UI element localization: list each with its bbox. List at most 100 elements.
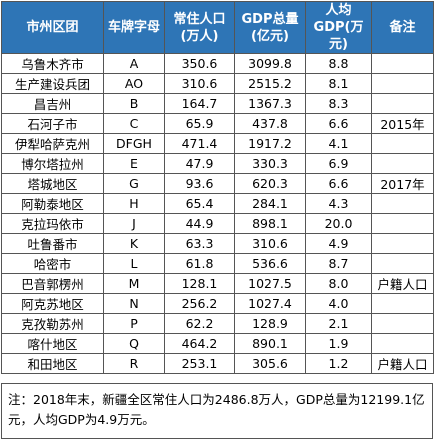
table-row: 克孜勒苏州 P 62.2 128.9 2.1 (1, 313, 434, 334)
cell-city: 乌鲁木齐市 (1, 53, 104, 74)
cell-gdp-per-capita: 4.3 (305, 193, 372, 214)
cell-gdp-per-capita: 8.7 (305, 253, 372, 274)
cell-plate: L (103, 253, 165, 274)
cell-gdp-per-capita: 8.0 (305, 273, 372, 294)
cell-plate: DFGH (103, 133, 165, 154)
cell-population: 350.6 (164, 53, 235, 74)
table-row: 博尔塔拉州 E 47.9 330.3 6.9 (1, 153, 434, 174)
cell-gdp-per-capita: 1.9 (305, 333, 372, 354)
cell-population: 63.3 (164, 233, 235, 254)
cell-plate: B (103, 93, 165, 114)
cell-remark (371, 93, 434, 114)
cell-plate: AO (103, 73, 165, 94)
cell-population: 47.9 (164, 153, 235, 174)
cell-plate: A (103, 53, 165, 74)
cell-remark (371, 213, 434, 234)
cell-remark: 户籍人口 (371, 273, 434, 294)
cell-population: 65.9 (164, 113, 235, 134)
cell-remark (371, 253, 434, 274)
cell-plate: H (103, 193, 165, 214)
header-population: 常住人口(万人) (164, 1, 235, 54)
cell-gdp-total: 1917.2 (234, 133, 306, 154)
cell-population: 93.6 (164, 173, 235, 194)
cell-city: 塔城地区 (1, 173, 104, 194)
cell-gdp-total: 620.3 (234, 173, 306, 194)
cell-population: 61.8 (164, 253, 235, 274)
header-gdp-total: GDP总量(亿元) (234, 1, 306, 54)
table-row: 巴音郭楞州 M 128.1 1027.5 8.0 户籍人口 (1, 273, 434, 294)
cell-population: 65.4 (164, 193, 235, 214)
cell-population: 464.2 (164, 333, 235, 354)
table-row: 生产建设兵团 AO 310.6 2515.2 8.1 (1, 73, 434, 94)
cell-remark (371, 193, 434, 214)
cell-city: 生产建设兵团 (1, 73, 104, 94)
cell-city: 伊犁哈萨克州 (1, 133, 104, 154)
header-remark: 备注 (371, 1, 434, 54)
cell-gdp-total: 330.3 (234, 153, 306, 174)
cell-gdp-per-capita: 6.6 (305, 113, 372, 134)
cell-remark (371, 293, 434, 314)
cell-plate: M (103, 273, 165, 294)
cell-gdp-total: 898.1 (234, 213, 306, 234)
cell-gdp-total: 890.1 (234, 333, 306, 354)
cell-plate: J (103, 213, 165, 234)
cell-gdp-total: 536.6 (234, 253, 306, 274)
cell-gdp-per-capita: 4.9 (305, 233, 372, 254)
cell-remark (371, 313, 434, 334)
cell-population: 471.4 (164, 133, 235, 154)
cell-remark (371, 73, 434, 94)
cell-population: 253.1 (164, 353, 235, 374)
cell-city: 阿勒泰地区 (1, 193, 104, 214)
cell-plate: G (103, 173, 165, 194)
footnote: 注：2018年末，新疆全区常住人口为2486.8万人，GDP总量为12199.1… (1, 383, 433, 439)
cell-gdp-per-capita: 20.0 (305, 213, 372, 234)
cell-city: 克孜勒苏州 (1, 313, 104, 334)
cell-gdp-total: 284.1 (234, 193, 306, 214)
cell-gdp-per-capita: 4.0 (305, 293, 372, 314)
cell-population: 44.9 (164, 213, 235, 234)
cell-gdp-per-capita: 6.6 (305, 173, 372, 194)
cell-city: 吐鲁番市 (1, 233, 104, 254)
cell-population: 310.6 (164, 73, 235, 94)
cell-gdp-total: 1027.4 (234, 293, 306, 314)
xinjiang-statistics-table: 市州区团 车牌字母 常住人口(万人) GDP总量(亿元) 人均GDP(万元) 备… (1, 1, 434, 374)
cell-plate: K (103, 233, 165, 254)
cell-plate: C (103, 113, 165, 134)
table-row: 伊犁哈萨克州 DFGH 471.4 1917.2 4.1 (1, 133, 434, 154)
table-body: 乌鲁木齐市 A 350.6 3099.8 8.8 生产建设兵团 AO 310.6 2515.2 8… (1, 53, 434, 374)
cell-gdp-per-capita: 4.1 (305, 133, 372, 154)
header-row: 市州区团 车牌字母 常住人口(万人) GDP总量(亿元) 人均GDP(万元) 备… (1, 1, 434, 54)
cell-city: 昌吉州 (1, 93, 104, 114)
cell-population: 164.7 (164, 93, 235, 114)
cell-gdp-total: 128.9 (234, 313, 306, 334)
cell-gdp-total: 310.6 (234, 233, 306, 254)
cell-plate: R (103, 353, 165, 374)
header-plate: 车牌字母 (103, 1, 165, 54)
header-gdp-per-capita: 人均GDP(万元) (305, 1, 372, 54)
cell-gdp-per-capita: 6.9 (305, 153, 372, 174)
cell-plate: N (103, 293, 165, 314)
table-row: 石河子市 C 65.9 437.8 6.6 2015年 (1, 113, 434, 134)
cell-city: 博尔塔拉州 (1, 153, 104, 174)
cell-population: 62.2 (164, 313, 235, 334)
table-row: 塔城地区 G 93.6 620.3 6.6 2017年 (1, 173, 434, 194)
table-row: 喀什地区 Q 464.2 890.1 1.9 (1, 333, 434, 354)
table-row: 阿克苏地区 N 256.2 1027.4 4.0 (1, 293, 434, 314)
cell-remark (371, 233, 434, 254)
cell-city: 阿克苏地区 (1, 293, 104, 314)
header-city: 市州区团 (1, 1, 104, 54)
table-row: 吐鲁番市 K 63.3 310.6 4.9 (1, 233, 434, 254)
cell-gdp-total: 305.6 (234, 353, 306, 374)
cell-city: 克拉玛依市 (1, 213, 104, 234)
table-row: 哈密市 L 61.8 536.6 8.7 (1, 253, 434, 274)
cell-population: 256.2 (164, 293, 235, 314)
table-row: 克拉玛依市 J 44.9 898.1 20.0 (1, 213, 434, 234)
table-row: 阿勒泰地区 H 65.4 284.1 4.3 (1, 193, 434, 214)
cell-remark (371, 153, 434, 174)
cell-plate: E (103, 153, 165, 174)
cell-city: 巴音郭楞州 (1, 273, 104, 294)
table-row: 和田地区 R 253.1 305.6 1.2 户籍人口 (1, 353, 434, 374)
cell-remark: 户籍人口 (371, 353, 434, 374)
cell-remark: 2015年 (371, 113, 434, 134)
cell-city: 和田地区 (1, 353, 104, 374)
